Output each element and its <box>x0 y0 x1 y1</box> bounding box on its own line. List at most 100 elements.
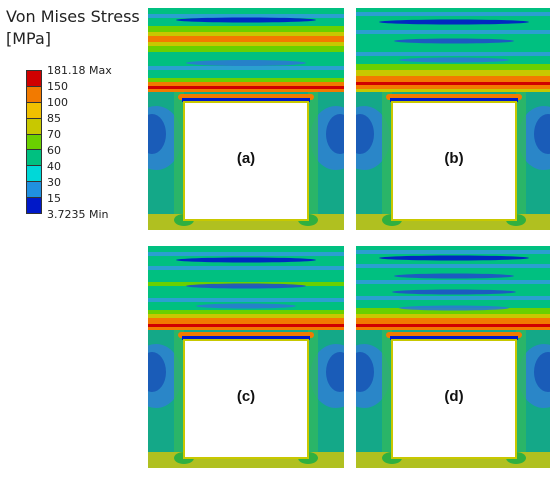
legend-title-line1: Von Mises Stress <box>6 7 140 26</box>
hole-top-edge <box>182 98 310 102</box>
legend-label: 100 <box>47 96 68 109</box>
stress-band <box>148 82 344 86</box>
stress-band <box>148 26 344 32</box>
stress-contour <box>176 257 316 263</box>
stress-contour-plot <box>356 246 550 468</box>
stress-band <box>356 300 550 308</box>
legend-label: 15 <box>47 192 61 205</box>
stress-contour <box>196 303 296 309</box>
stress-band <box>356 246 550 250</box>
panel-label: (a) <box>236 150 256 167</box>
right-contour-core <box>326 114 344 154</box>
panel-label: (c) <box>236 388 256 405</box>
stress-band <box>356 70 550 76</box>
stress-contour <box>392 289 516 295</box>
stress-band <box>356 52 550 56</box>
stress-band <box>148 324 344 327</box>
stress-contour <box>394 38 514 44</box>
stress-band <box>356 76 550 82</box>
stress-contour <box>399 305 509 311</box>
stress-contour <box>186 60 306 66</box>
stress-band <box>148 36 344 42</box>
stress-band <box>356 85 550 89</box>
stress-band <box>356 82 550 85</box>
stress-band <box>356 327 550 331</box>
stress-band <box>148 89 344 93</box>
stress-band <box>148 32 344 36</box>
panel-c: (c) <box>148 246 344 468</box>
right-contour-core <box>534 352 550 392</box>
stress-band <box>356 250 550 254</box>
stress-band <box>148 86 344 89</box>
cutout-hole <box>183 101 309 221</box>
stress-band <box>148 66 344 70</box>
legend-swatch <box>27 150 41 167</box>
stress-band <box>148 318 344 324</box>
side-band <box>382 92 392 230</box>
stress-contour <box>399 57 509 63</box>
side-band <box>308 330 318 468</box>
panel-b: (b) <box>356 8 550 230</box>
side-band <box>308 92 318 230</box>
hole-top-edge <box>390 98 518 102</box>
left-contour-core <box>356 114 374 154</box>
stress-band <box>356 296 550 300</box>
legend-label: 3.7235 Min <box>47 208 109 221</box>
side-band <box>174 92 184 230</box>
side-band <box>382 330 392 468</box>
side-band <box>516 330 526 468</box>
stress-band <box>148 270 344 282</box>
legend-label: 181.18 Max <box>47 64 112 77</box>
stress-contour <box>379 19 529 25</box>
stress-band <box>356 12 550 16</box>
panel-d: (d) <box>356 246 550 468</box>
right-contour-core <box>326 352 344 392</box>
panel-label: (b) <box>444 150 464 167</box>
left-contour-core <box>148 352 166 392</box>
legend-swatch <box>27 71 41 87</box>
legend-label: 85 <box>47 112 61 125</box>
stress-band <box>356 324 550 327</box>
legend-swatch <box>27 102 41 119</box>
stress-band <box>148 42 344 46</box>
hole-top-edge <box>182 336 310 340</box>
left-contour-core <box>356 352 374 392</box>
legend-swatch <box>27 86 41 103</box>
legend-label: 30 <box>47 176 61 189</box>
stress-band <box>148 14 344 18</box>
right-contour-core <box>534 114 550 154</box>
stress-band <box>356 8 550 12</box>
stress-contour-plot <box>148 8 344 230</box>
legend-swatch <box>27 118 41 135</box>
legend-label: 70 <box>47 128 61 141</box>
legend-swatch <box>27 182 41 199</box>
stress-contour-plot <box>148 246 344 468</box>
stress-band <box>356 314 550 318</box>
stress-contour <box>176 17 316 23</box>
stress-band <box>148 252 344 256</box>
stress-contour-plot <box>356 8 550 230</box>
stress-band <box>356 89 550 93</box>
stress-band <box>148 8 344 14</box>
legend-label: 60 <box>47 144 61 157</box>
cutout-hole <box>391 101 517 221</box>
stress-band <box>148 46 344 52</box>
panel-label: (d) <box>444 388 464 405</box>
stress-band <box>356 30 550 34</box>
legend-swatch <box>27 134 41 151</box>
stress-band <box>356 280 550 284</box>
legend-swatch <box>27 166 41 183</box>
stress-band <box>356 308 550 314</box>
legend-swatch <box>27 198 41 214</box>
stress-band <box>356 64 550 70</box>
cutout-hole <box>391 339 517 459</box>
cutout-hole <box>183 339 309 459</box>
stress-band <box>148 314 344 318</box>
side-band <box>516 92 526 230</box>
legend-label: 40 <box>47 160 61 173</box>
stress-band <box>356 318 550 324</box>
legend-color-bar <box>26 70 42 214</box>
stress-band <box>148 266 344 270</box>
stress-band <box>148 298 344 302</box>
left-contour-core <box>148 114 166 154</box>
